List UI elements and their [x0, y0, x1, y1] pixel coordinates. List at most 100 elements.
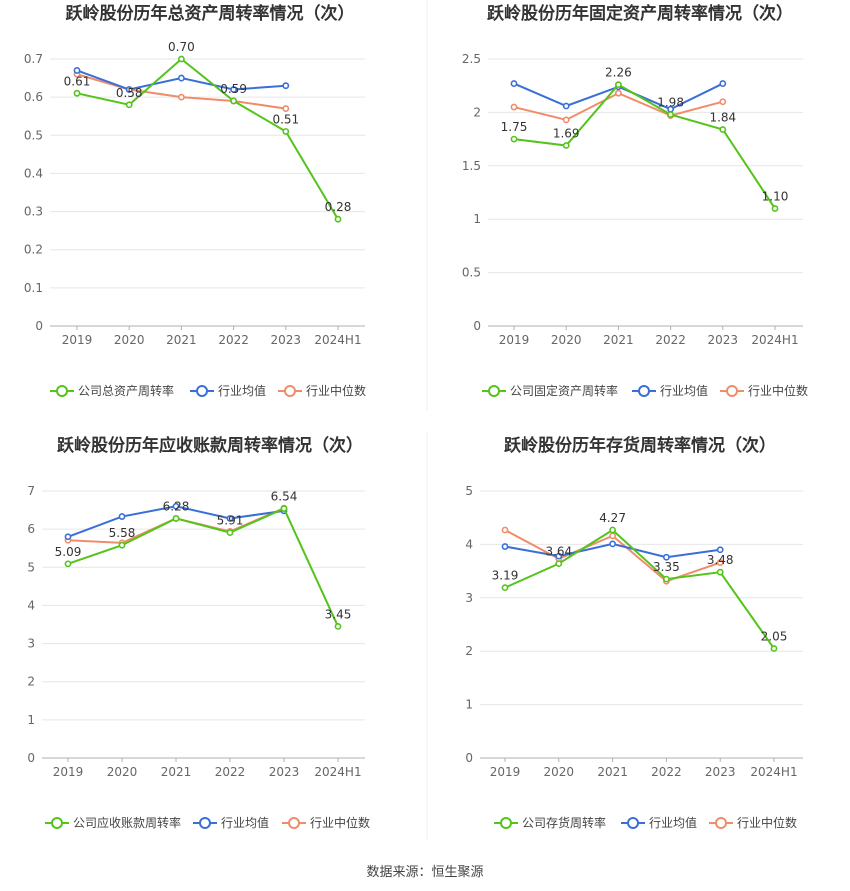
data-point[interactable] [282, 105, 290, 112]
data-point[interactable] [719, 98, 727, 106]
legend-item[interactable]: 公司存货周转率 [494, 815, 606, 830]
data-point[interactable] [177, 55, 185, 63]
data-point[interactable] [555, 560, 563, 568]
data-point[interactable] [510, 80, 518, 87]
y-tick-label: 3 [465, 591, 473, 605]
data-point[interactable] [510, 103, 518, 111]
legend-item[interactable]: 公司总资产周转率 [50, 383, 174, 398]
legend-item[interactable]: 公司固定资产周转率 [482, 383, 618, 398]
data-point[interactable] [663, 553, 670, 561]
data-point[interactable] [230, 97, 237, 105]
data-label: 6.54 [271, 490, 298, 504]
data-point[interactable] [770, 645, 778, 652]
legend-item[interactable]: 行业均值 [193, 815, 269, 830]
data-point[interactable] [64, 560, 72, 568]
data-point[interactable] [282, 82, 290, 90]
data-point[interactable] [125, 86, 133, 93]
data-point[interactable] [125, 101, 133, 109]
data-point[interactable] [501, 526, 509, 534]
data-point[interactable] [172, 515, 180, 522]
data-point[interactable] [771, 205, 779, 212]
data-point[interactable] [177, 93, 185, 101]
data-point[interactable] [64, 533, 72, 541]
x-tick-label: 2023 [708, 333, 739, 347]
legend-item[interactable]: 行业中位数 [282, 815, 370, 830]
legend-item[interactable]: 行业均值 [190, 383, 266, 398]
data-point[interactable] [609, 526, 616, 534]
data-point[interactable] [609, 532, 616, 540]
legend-marker-icon [288, 817, 300, 829]
data-label: 1.75 [501, 120, 528, 134]
series-line [67, 507, 339, 627]
y-tick-label: 4 [465, 537, 473, 551]
data-point[interactable] [716, 559, 724, 566]
data-point[interactable] [719, 126, 727, 133]
legend-item[interactable]: 公司应收账款周转率 [45, 815, 181, 830]
legend-marker-icon [500, 817, 512, 829]
legend-marker-icon [199, 817, 211, 829]
data-label: 3.19 [492, 569, 519, 583]
data-point[interactable] [334, 215, 342, 223]
data-point[interactable] [230, 86, 237, 93]
y-tick-label: 5 [27, 560, 35, 574]
data-point[interactable] [226, 529, 234, 536]
data-label: 5.09 [55, 545, 82, 559]
data-point[interactable] [73, 89, 81, 97]
legend-item[interactable]: 行业中位数 [720, 383, 808, 398]
data-point[interactable] [501, 584, 509, 592]
legend-label: 行业均值 [218, 383, 266, 398]
data-point[interactable] [719, 80, 727, 87]
x-tick-label: 2021 [603, 333, 634, 347]
data-point[interactable] [667, 111, 674, 118]
data-point[interactable] [172, 502, 180, 510]
x-tick-label: 2020 [544, 765, 575, 779]
data-label: 3.64 [545, 545, 572, 559]
data-point[interactable] [663, 575, 670, 583]
legend-label: 行业均值 [660, 383, 708, 398]
legend-label: 公司存货周转率 [522, 815, 606, 830]
y-tick-label: 0.4 [24, 166, 43, 180]
legend-item[interactable]: 行业中位数 [278, 383, 366, 398]
data-point[interactable] [118, 513, 126, 520]
series-line [504, 528, 775, 650]
data-point[interactable] [615, 89, 622, 97]
x-tick-label: 2020 [114, 333, 145, 347]
data-point[interactable] [280, 505, 288, 512]
legend-item[interactable]: 行业均值 [621, 815, 697, 830]
data-point[interactable] [716, 546, 724, 554]
data-point[interactable] [510, 135, 518, 143]
data-point[interactable] [177, 74, 185, 82]
x-tick-label: 2019 [490, 765, 521, 779]
x-tick-label: 2021 [166, 333, 197, 347]
data-label: 0.58 [116, 86, 143, 100]
data-label: 3.35 [653, 560, 680, 574]
y-tick-label: 0 [27, 751, 35, 765]
data-point[interactable] [562, 142, 570, 149]
y-tick-label: 0.3 [24, 205, 43, 219]
y-tick-label: 6 [27, 522, 35, 536]
y-tick-label: 5 [465, 484, 473, 498]
data-label: 3.48 [707, 553, 734, 567]
data-point[interactable] [334, 623, 342, 630]
legend-marker-icon [726, 385, 738, 397]
data-point[interactable] [615, 81, 622, 89]
data-label: 0.51 [272, 112, 299, 126]
x-tick-label: 2024H1 [750, 765, 797, 779]
data-point[interactable] [73, 67, 81, 74]
y-tick-label: 0.1 [24, 281, 43, 295]
data-point[interactable] [226, 515, 234, 522]
legend-item[interactable]: 行业中位数 [709, 815, 797, 830]
data-point[interactable] [716, 568, 724, 576]
data-point[interactable] [609, 540, 616, 548]
y-tick-label: 2.5 [462, 52, 481, 66]
data-point[interactable] [555, 552, 563, 560]
data-point[interactable] [282, 128, 290, 135]
data-point[interactable] [562, 102, 570, 110]
data-point[interactable] [562, 116, 570, 124]
data-point[interactable] [118, 541, 126, 549]
data-label: 5.58 [109, 526, 136, 540]
data-label: 1.10 [762, 190, 789, 204]
data-point[interactable] [501, 543, 509, 550]
legend-item[interactable]: 行业均值 [632, 383, 708, 398]
x-tick-label: 2021 [597, 765, 628, 779]
